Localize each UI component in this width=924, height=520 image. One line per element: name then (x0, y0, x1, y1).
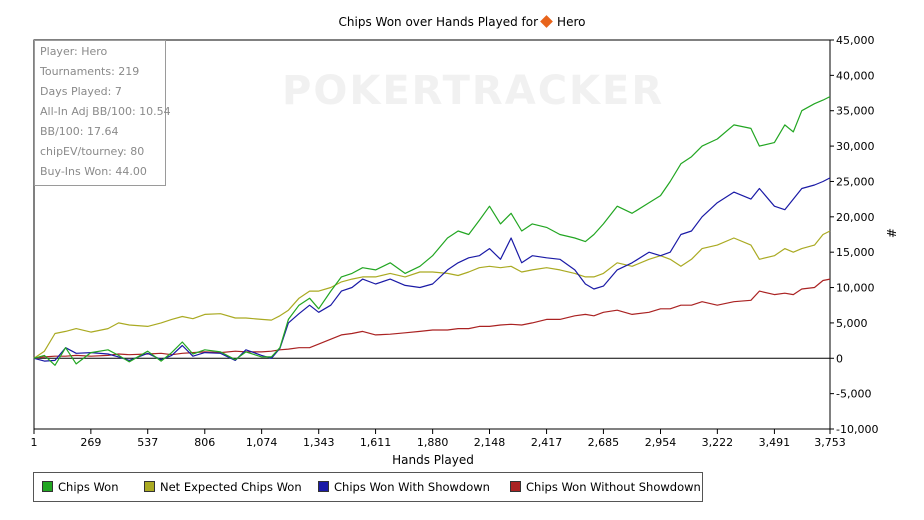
plot-area (33, 39, 831, 430)
y-tick-label: 10,000 (836, 282, 875, 295)
x-tick-label: 2,417 (531, 436, 563, 449)
stat-chipev: chipEV/tourney: 80 (40, 145, 145, 158)
y-tick-label: 15,000 (836, 246, 875, 259)
legend: Chips Won Net Expected Chips Won Chips W… (33, 472, 703, 502)
x-tick-label: 3,491 (759, 436, 791, 449)
x-tick-label: 3,753 (814, 436, 846, 449)
chart-title: Chips Won over Hands Played for Hero (0, 15, 924, 29)
legend-label: Chips Won With Showdown (334, 480, 490, 494)
series-net-expected (33, 230, 831, 359)
chart-title-player: Hero (557, 15, 586, 29)
x-tick-label: 3,222 (702, 436, 734, 449)
x-tick-label: 2,954 (645, 436, 677, 449)
stats-box: Player: Hero Tournaments: 219 Days Playe… (34, 40, 171, 186)
x-tick-label: 1,611 (360, 436, 392, 449)
stat-days-played: Days Played: 7 (40, 85, 122, 98)
legend-swatch-chips-won (42, 481, 53, 492)
series-chips-won (33, 96, 831, 366)
watermark-logo: POKERTRACKER (282, 68, 665, 114)
legend-item-with-showdown[interactable]: Chips Won With Showdown (318, 480, 490, 494)
chart-title-prefix: Chips Won over Hands Played for (338, 15, 539, 29)
x-axis-label: Hands Played (392, 453, 474, 467)
y-tick-label: 20,000 (836, 211, 875, 224)
x-tick-label: 1,074 (246, 436, 278, 449)
stat-bb100: BB/100: 17.64 (40, 125, 119, 138)
legend-label: Chips Won (58, 480, 119, 494)
stat-player: Player: Hero (40, 45, 108, 58)
legend-label: Net Expected Chips Won (160, 480, 302, 494)
legend-label: Chips Won Without Showdown (526, 480, 701, 494)
legend-item-chips-won[interactable]: Chips Won (42, 480, 118, 494)
y-tick-label: 0 (836, 352, 843, 365)
legend-swatch-without-showdown (510, 481, 521, 492)
legend-item-net-expected[interactable]: Net Expected Chips Won (144, 480, 302, 494)
stat-allin-adj: All-In Adj BB/100: 10.54 (40, 105, 171, 118)
x-tick-label: 1,880 (417, 436, 449, 449)
legend-swatch-with-showdown (318, 481, 329, 492)
legend-item-without-showdown[interactable]: Chips Won Without Showdown (510, 480, 701, 494)
y-tick-label: 45,000 (836, 34, 875, 47)
series-with-showdown (33, 177, 831, 362)
x-tick-label: 1,343 (303, 436, 335, 449)
x-tick-label: 806 (194, 436, 215, 449)
x-tick-label: 1 (31, 436, 38, 449)
x-tick-label: 269 (80, 436, 101, 449)
y-tick-label: -10,000 (836, 423, 878, 436)
y-tick-label: 25,000 (836, 175, 875, 188)
y-axis-label: # (884, 227, 899, 239)
x-tick-label: 2,685 (588, 436, 620, 449)
y-tick-label: 35,000 (836, 105, 875, 118)
y-tick-label: 5,000 (836, 317, 868, 330)
x-tick-label: 537 (137, 436, 158, 449)
stat-buyins: Buy-Ins Won: 44.00 (40, 165, 147, 178)
x-tick-label: 2,148 (474, 436, 506, 449)
stat-tournaments: Tournaments: 219 (40, 65, 140, 78)
legend-swatch-net-expected (144, 481, 155, 492)
y-tick-label: 30,000 (836, 140, 875, 153)
y-tick-label: -5,000 (836, 388, 871, 401)
y-tick-label: 40,000 (836, 69, 875, 82)
